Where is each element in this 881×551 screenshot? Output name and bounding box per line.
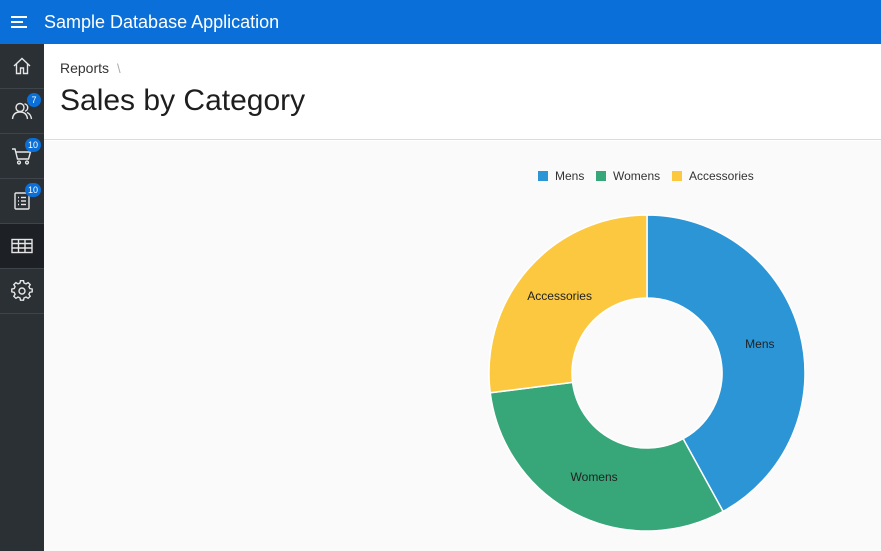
- legend-item-womens[interactable]: Womens: [596, 169, 660, 183]
- legend-label: Mens: [555, 169, 584, 183]
- slice-womens[interactable]: [489, 381, 725, 532]
- nav-customers[interactable]: 7: [0, 89, 44, 134]
- hamburger-icon: [11, 16, 27, 28]
- table-icon: [11, 238, 33, 254]
- slice-label-womens: Womens: [571, 470, 618, 484]
- nav-products[interactable]: 10: [0, 179, 44, 224]
- top-bar: Sample Database Application: [0, 0, 881, 44]
- nav-orders[interactable]: 10: [0, 134, 44, 179]
- slice-mens[interactable]: [646, 214, 806, 513]
- sidebar: 7 10 10: [0, 44, 44, 551]
- legend-swatch: [672, 171, 682, 181]
- nav-reports[interactable]: [0, 224, 44, 269]
- gear-icon: [11, 280, 33, 301]
- legend-swatch: [538, 171, 548, 181]
- legend-swatch: [596, 171, 606, 181]
- page-header: Reports \ Sales by Category: [44, 44, 881, 140]
- legend-item-accessories[interactable]: Accessories: [672, 169, 754, 183]
- slice-accessories[interactable]: [488, 214, 648, 394]
- chart-region: Mens Womens Accessories Mens Womens Accessori…: [44, 141, 881, 551]
- page-title: Sales by Category: [60, 84, 306, 117]
- donut-chart: Mens Womens Accessories Mens Womens Accessori…: [488, 169, 806, 532]
- legend-item-mens[interactable]: Mens: [538, 169, 584, 183]
- products-badge: 10: [24, 183, 41, 197]
- breadcrumb: Reports \: [60, 60, 865, 76]
- cart-icon: [12, 148, 32, 165]
- list-icon: [14, 192, 30, 210]
- orders-badge: 10: [24, 138, 41, 152]
- users-icon: [11, 102, 33, 120]
- legend-label: Womens: [613, 169, 660, 183]
- slice-label-mens: Mens: [745, 337, 774, 351]
- breadcrumb-item-reports[interactable]: Reports: [60, 60, 110, 76]
- main-content: Reports \ Sales by Category Mens Womens Ac…: [44, 44, 881, 551]
- breadcrumb-separator: \: [117, 60, 121, 76]
- home-icon: [13, 57, 31, 75]
- app-title[interactable]: Sample Database Application: [44, 11, 280, 32]
- legend-label: Accessories: [689, 169, 754, 183]
- customers-badge: 7: [27, 93, 41, 107]
- slice-label-accessories: Accessories: [527, 289, 592, 303]
- nav-home[interactable]: [0, 44, 44, 89]
- menu-toggle-button[interactable]: [0, 0, 40, 44]
- nav-administration[interactable]: [0, 269, 44, 314]
